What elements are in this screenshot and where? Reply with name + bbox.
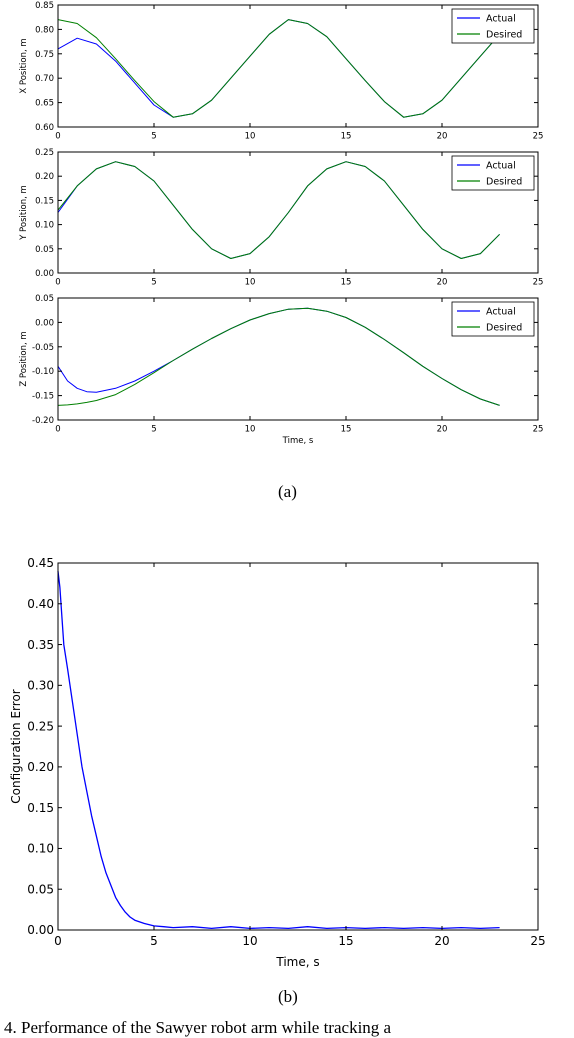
legend-label: Desired <box>486 30 522 41</box>
axes-frame <box>57 151 539 274</box>
legend-label: Actual <box>486 307 516 318</box>
y-tick-label: 0.25 <box>35 148 54 158</box>
axes-frame <box>57 562 539 931</box>
legend-box <box>451 8 535 44</box>
x-tick-label: 0 <box>55 425 60 435</box>
y-tick-label: 0.40 <box>27 597 54 611</box>
y-tick-label: 0.05 <box>35 245 54 255</box>
chart-1: 0 5 10 15 20 25 0.60 0.65 0.70 0.75 0.80 0.85 X Posi… <box>19 1 543 142</box>
y-tick-label: 0.75 <box>35 50 54 60</box>
y-tick-label: 0.85 <box>35 1 54 11</box>
x-axis-label: Time, s <box>282 436 314 446</box>
y-tick-label: 0.70 <box>35 74 54 84</box>
y-axis-label: X Position, m <box>19 38 29 93</box>
y-tick-label: 0.25 <box>27 719 54 733</box>
caption-a: (a) <box>278 482 297 501</box>
y-tick-label: -0.15 <box>32 392 54 402</box>
y-axis-label: Z Position, m <box>19 331 29 386</box>
y-tick-label: 0.00 <box>27 923 54 937</box>
series-line-error <box>57 571 500 930</box>
caption-bottom: 4. Performance of the Sawyer robot arm w… <box>4 1018 392 1037</box>
series-line-desired <box>57 161 500 259</box>
y-tick-label: 0.30 <box>27 679 54 693</box>
y-tick-label: 0.35 <box>27 638 54 652</box>
x-tick-label: 10 <box>245 278 256 288</box>
y-tick-label: 0.10 <box>27 842 54 856</box>
x-tick-label: 10 <box>245 425 256 435</box>
y-axis-label: Y Position, m <box>19 185 29 241</box>
y-tick-label: -0.05 <box>32 343 54 353</box>
caption-b: (b) <box>278 987 298 1006</box>
y-tick-label: 0.20 <box>27 760 54 774</box>
series-line-desired <box>57 19 500 118</box>
x-tick-label: 0 <box>55 278 60 288</box>
y-tick-label: -0.10 <box>32 367 54 377</box>
series-line-actual <box>57 161 500 259</box>
y-tick-label: 0.80 <box>35 25 54 35</box>
chart-2: 0 5 10 15 20 25 0.00 0.05 0.10 0.15 0.20 0.25 Y Posi… <box>19 148 543 288</box>
y-tick-label: 0.20 <box>35 172 54 182</box>
x-tick-label: 20 <box>437 425 448 435</box>
x-axis-label: Time, s <box>275 955 319 969</box>
legend-box <box>451 301 535 337</box>
x-tick-label: 0 <box>55 132 60 142</box>
x-tick-label: 10 <box>245 132 256 142</box>
x-tick-label: 5 <box>151 425 156 435</box>
y-axis-label: Configuration Error <box>9 689 23 804</box>
legend: Actual Desired <box>451 8 535 44</box>
legend-label: Desired <box>486 177 522 188</box>
y-tick-label: 0.05 <box>35 294 54 304</box>
y-tick-label: 0.10 <box>35 221 54 231</box>
x-tick-label: 15 <box>341 278 352 288</box>
x-tick-label: 5 <box>150 934 158 948</box>
legend: Actual Desired <box>451 301 535 337</box>
y-tick-label: 0.00 <box>35 269 54 279</box>
legend-box <box>451 155 535 191</box>
legend-label: Actual <box>486 14 516 25</box>
x-tick-label: 20 <box>437 132 448 142</box>
x-tick-label: 5 <box>151 132 156 142</box>
x-tick-label: 15 <box>341 425 352 435</box>
legend: Actual Desired <box>451 155 535 191</box>
y-tick-label: 0.00 <box>35 318 54 328</box>
chart-4: 0 5 10 15 20 25 0.00 0.05 0.10 0.15 0.20 0.25 0.30 0.… <box>9 556 546 969</box>
y-tick-label: 0.05 <box>27 882 54 896</box>
legend-label: Actual <box>486 161 516 172</box>
axes-frame <box>57 297 539 421</box>
series-line-actual <box>57 307 500 406</box>
y-tick-label: 0.65 <box>35 99 54 109</box>
y-tick-label: 0.60 <box>35 123 54 133</box>
x-tick-label: 25 <box>533 278 544 288</box>
chart-3: 0 5 10 15 20 25 -0.20 -0.15 -0.10 -0.05 0.00 0.05 Z … <box>19 294 543 446</box>
x-tick-label: 10 <box>242 934 257 948</box>
y-tick-label: 0.15 <box>27 801 54 815</box>
axes-frame <box>57 4 539 128</box>
x-tick-label: 25 <box>533 132 544 142</box>
x-tick-label: 15 <box>338 934 353 948</box>
y-tick-label: 0.15 <box>35 196 54 206</box>
x-tick-label: 25 <box>530 934 545 948</box>
series-line-desired <box>57 307 500 406</box>
y-tick-label: 0.45 <box>27 556 54 570</box>
x-tick-label: 20 <box>437 278 448 288</box>
x-tick-label: 0 <box>54 934 62 948</box>
x-tick-label: 15 <box>341 132 352 142</box>
x-tick-label: 25 <box>533 425 544 435</box>
y-tick-label: -0.20 <box>32 416 54 426</box>
x-tick-label: 5 <box>151 278 156 288</box>
x-tick-label: 20 <box>434 934 449 948</box>
legend-label: Desired <box>486 323 522 334</box>
